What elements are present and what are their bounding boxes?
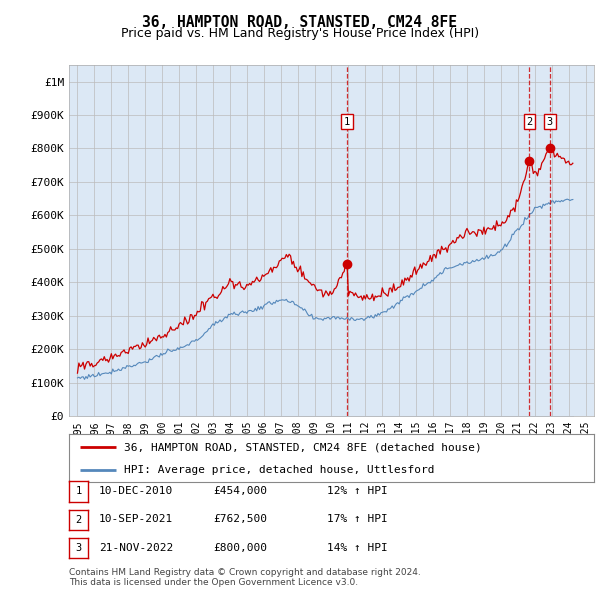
Text: 14% ↑ HPI: 14% ↑ HPI: [327, 543, 388, 552]
Text: £800,000: £800,000: [213, 543, 267, 552]
Text: 2: 2: [76, 515, 82, 525]
Text: 10-SEP-2021: 10-SEP-2021: [99, 514, 173, 524]
Text: 36, HAMPTON ROAD, STANSTED, CM24 8FE (detached house): 36, HAMPTON ROAD, STANSTED, CM24 8FE (de…: [124, 442, 482, 452]
Text: 3: 3: [547, 117, 553, 127]
Text: £454,000: £454,000: [213, 486, 267, 496]
Text: 17% ↑ HPI: 17% ↑ HPI: [327, 514, 388, 524]
Text: 10-DEC-2010: 10-DEC-2010: [99, 486, 173, 496]
Text: 21-NOV-2022: 21-NOV-2022: [99, 543, 173, 552]
Text: 3: 3: [76, 543, 82, 553]
Text: HPI: Average price, detached house, Uttlesford: HPI: Average price, detached house, Uttl…: [124, 465, 434, 475]
Text: £762,500: £762,500: [213, 514, 267, 524]
Text: 2: 2: [526, 117, 533, 127]
Text: 36, HAMPTON ROAD, STANSTED, CM24 8FE: 36, HAMPTON ROAD, STANSTED, CM24 8FE: [143, 15, 458, 30]
Text: 1: 1: [76, 487, 82, 496]
Text: Contains HM Land Registry data © Crown copyright and database right 2024.: Contains HM Land Registry data © Crown c…: [69, 568, 421, 577]
Text: 1: 1: [344, 117, 350, 127]
Text: 12% ↑ HPI: 12% ↑ HPI: [327, 486, 388, 496]
Text: This data is licensed under the Open Government Licence v3.0.: This data is licensed under the Open Gov…: [69, 578, 358, 587]
Text: Price paid vs. HM Land Registry's House Price Index (HPI): Price paid vs. HM Land Registry's House …: [121, 27, 479, 40]
